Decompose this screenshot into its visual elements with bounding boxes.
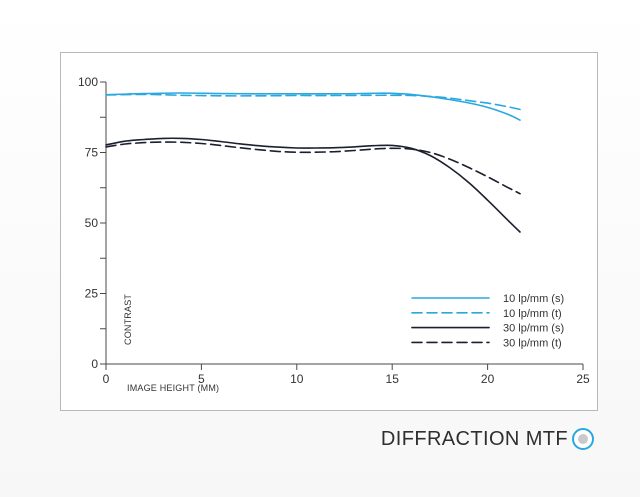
x-tick-label: 15 <box>386 372 400 386</box>
y-tick-label: 50 <box>85 216 99 230</box>
y-tick-label: 0 <box>91 357 98 371</box>
legend: 10 lp/mm (s) 10 lp/mm (t) 30 lp/mm (s) 30 l… <box>411 293 564 349</box>
y-tick-label: 100 <box>78 75 98 89</box>
x-tick-label: 25 <box>576 372 590 386</box>
legend-label-4: 30 lp/mm (t) <box>503 337 562 349</box>
y-tick-label: 25 <box>85 287 99 301</box>
legend-label-3: 30 lp/mm (s) <box>503 323 564 335</box>
x-tick-label: 5 <box>198 372 205 386</box>
series-line-4 <box>105 141 521 195</box>
x-tick-label: 20 <box>481 372 495 386</box>
legend-label-2: 10 lp/mm (t) <box>503 308 562 320</box>
caption-badge-dot <box>578 434 588 444</box>
series-line-3 <box>105 137 521 233</box>
series-line-1 <box>105 92 521 121</box>
legend-label-1: 10 lp/mm (s) <box>503 293 564 305</box>
ticks <box>100 81 584 370</box>
x-tick-label: 0 <box>103 372 110 386</box>
y-tick-label: 75 <box>85 146 99 160</box>
chart-panel <box>60 52 598 411</box>
series-line-2 <box>105 93 521 111</box>
x-tick-label: 10 <box>290 372 304 386</box>
y-axis-title: CONTRAST <box>123 294 133 345</box>
x-axis-title: IMAGE HEIGHT (MM) <box>127 383 219 393</box>
series-lines <box>105 92 521 233</box>
tick-labels: 0 5 10 15 20 25 0 25 50 75 100 <box>78 75 590 386</box>
caption-badge-icon <box>572 428 594 450</box>
chart-caption: DIFFRACTION MTF <box>380 428 568 450</box>
